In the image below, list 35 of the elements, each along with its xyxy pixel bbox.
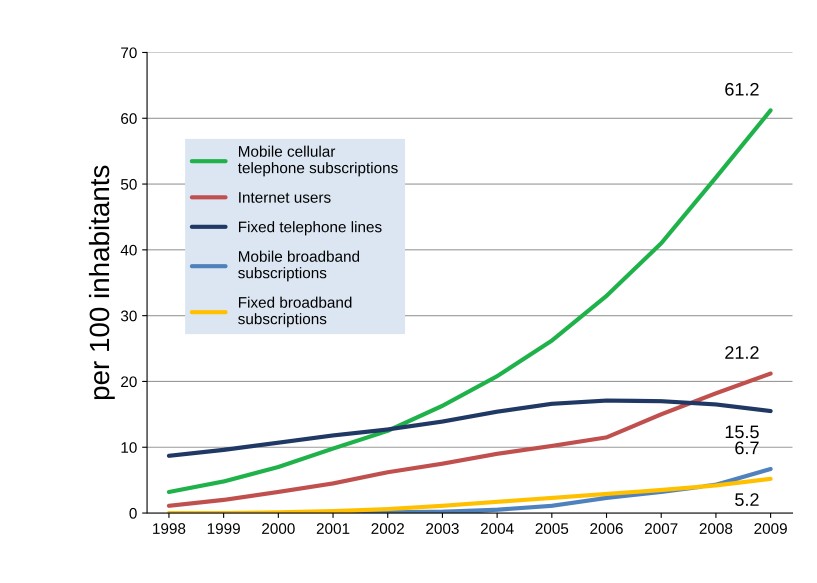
line-series [166, 476, 773, 514]
data-label: 15.5 [726, 426, 759, 438]
x-tick-label: 2007 [644, 523, 678, 534]
x-tick-label: 2005 [536, 523, 568, 534]
legend-label: Mobile broadband subscriptions [238, 250, 360, 282]
y-tick-label: 30 [120, 310, 137, 322]
data-label: 21.2 [725, 346, 759, 359]
y-axis-title: per 100 inhabitants [88, 166, 115, 400]
legend-label: Fixed broadband subscriptions [238, 296, 352, 328]
x-tick-label: 2000 [262, 523, 295, 534]
x-tick-label: 2003 [426, 523, 459, 534]
x-tick-label: 1998 [153, 523, 186, 534]
legend-label: Fixed telephone lines [238, 221, 382, 236]
line-series [166, 371, 773, 508]
line-series [166, 108, 773, 494]
data-label: 61.2 [725, 82, 759, 96]
y-tick-label: 0 [129, 508, 137, 519]
x-tick-label: 2002 [372, 523, 404, 534]
y-tick-label: 70 [121, 47, 137, 58]
x-tick-label: 2008 [700, 523, 732, 534]
y-tick-label: 60 [121, 113, 137, 124]
legend-label: Internet users [239, 192, 331, 203]
x-tick-label: 1999 [208, 523, 240, 534]
y-tick-label: 20 [121, 376, 137, 388]
data-label: 5.2 [735, 493, 759, 506]
x-tick-label: 2006 [590, 523, 623, 534]
y-tick-label: 40 [120, 244, 137, 256]
x-tick-label: 2001 [316, 523, 350, 534]
x-tick-label: 2004 [480, 523, 514, 534]
line-series [166, 398, 773, 458]
data-label: 6.7 [735, 441, 759, 454]
y-tick-label: 10 [122, 442, 137, 453]
y-tick-label: 50 [120, 178, 137, 190]
legend-label: Mobile cellular telephone subscriptions [238, 146, 398, 176]
x-tick-label: 2009 [754, 523, 787, 534]
